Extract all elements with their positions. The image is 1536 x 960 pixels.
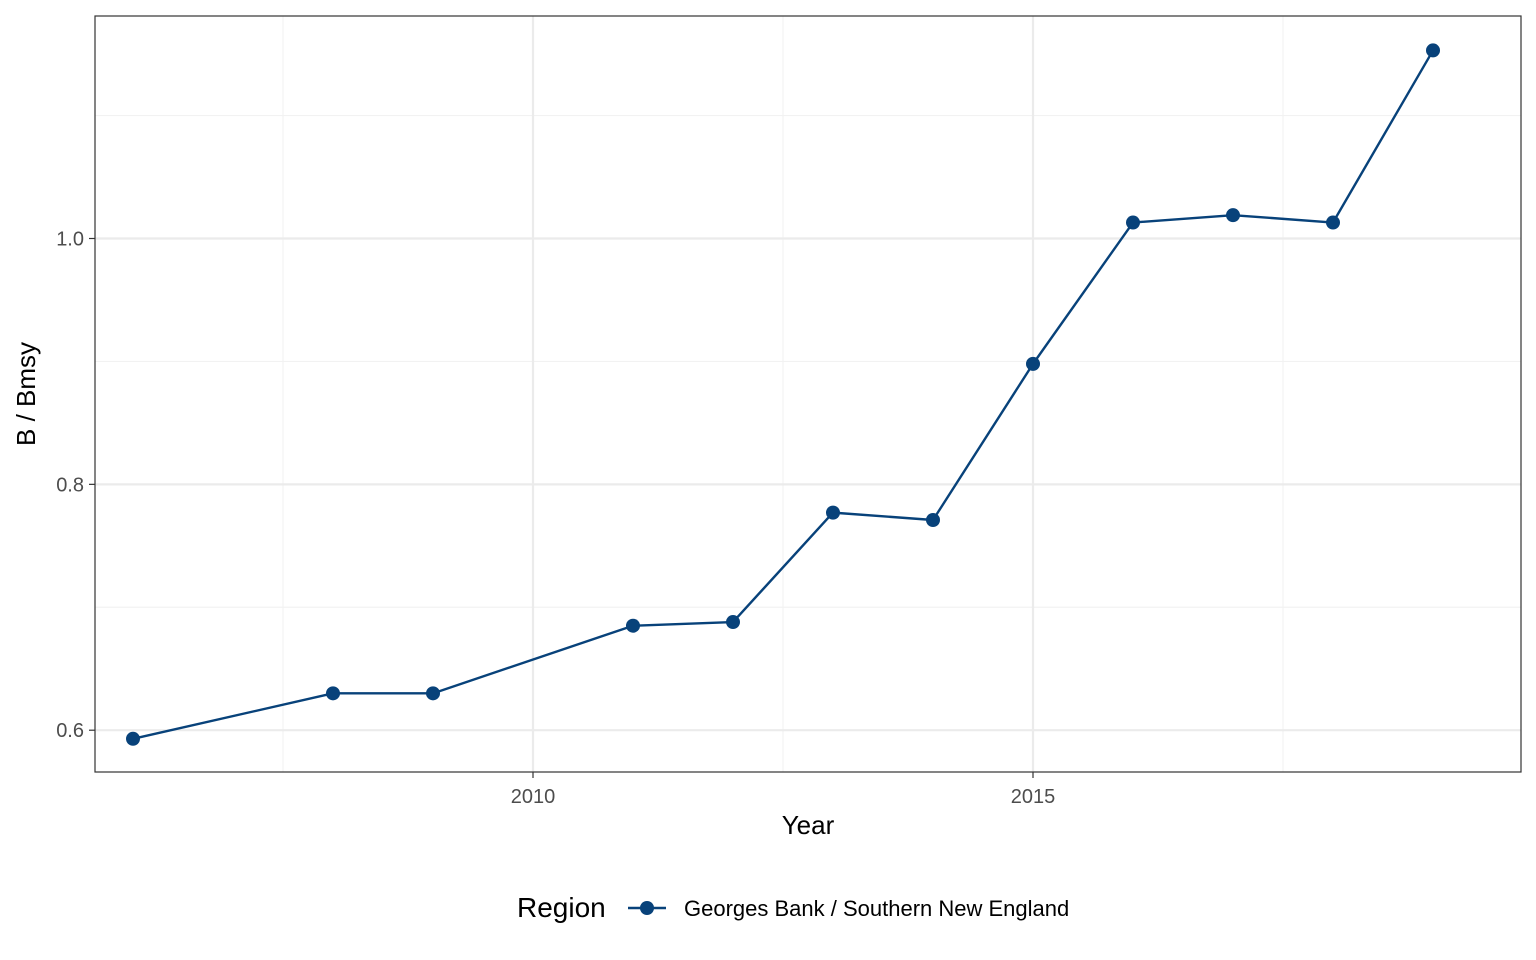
data-point-0-2 bbox=[426, 686, 440, 701]
plot-panel-background bbox=[95, 16, 1521, 772]
data-point-0-5 bbox=[826, 505, 840, 520]
legend: Region Georges Bank / Southern New Engla… bbox=[517, 892, 1069, 923]
y-axis-title: B / Bmsy bbox=[11, 342, 41, 446]
data-point-0-8 bbox=[1126, 215, 1140, 230]
x-axis-title: Year bbox=[782, 810, 835, 840]
data-point-0-3 bbox=[626, 618, 640, 633]
series-layer bbox=[126, 43, 1440, 746]
data-point-0-11 bbox=[1426, 43, 1440, 58]
x-axis: 2010 2015 bbox=[511, 772, 1056, 808]
data-point-0-6 bbox=[926, 513, 940, 527]
x-tick-label-1: 2015 bbox=[1011, 786, 1056, 808]
grid-major bbox=[95, 16, 1521, 772]
y-axis: 0.6 0.8 1.0 bbox=[56, 228, 95, 742]
data-point-0-10 bbox=[1326, 215, 1340, 230]
legend-key-marker bbox=[640, 901, 654, 915]
data-point-0-1 bbox=[326, 686, 340, 701]
data-point-0-0 bbox=[126, 731, 140, 746]
y-tick-label-1: 0.8 bbox=[56, 474, 84, 496]
legend-title: Region bbox=[517, 892, 606, 923]
data-point-0-9 bbox=[1226, 208, 1240, 223]
y-tick-label-0: 0.6 bbox=[56, 720, 84, 742]
plot-panel-border bbox=[94, 15, 1522, 773]
data-point-0-7 bbox=[1026, 356, 1040, 371]
legend-entry-label: Georges Bank / Southern New England bbox=[684, 896, 1069, 921]
grid-minor bbox=[95, 16, 1521, 772]
data-point-0-4 bbox=[726, 615, 740, 630]
series-line-0 bbox=[132, 49, 1435, 740]
x-tick-label-0: 2010 bbox=[511, 786, 556, 808]
y-tick-label-2: 1.0 bbox=[56, 228, 84, 250]
